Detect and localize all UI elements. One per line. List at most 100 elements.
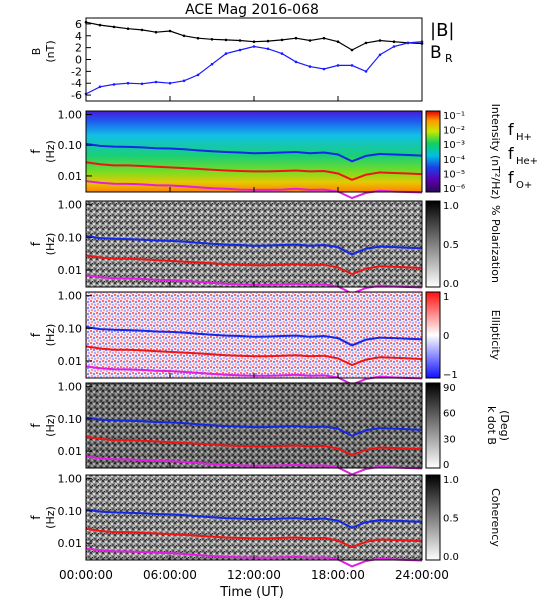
colorbar-tick-label: 10⁻³ [443,140,465,151]
data-point-b-radial [238,48,242,52]
data-point-b-radial [224,52,228,55]
data-point-b-total [224,38,228,42]
colorbar-tick-label: 10⁻⁶ [443,184,465,195]
data-point-b-total [252,40,256,43]
colorbar-tick-label: 10⁻⁴ [443,155,465,166]
y-tick-label: 6 [75,18,82,31]
colorbar-tick-label: 0.5 [443,240,459,251]
y-tick-label: 0.10 [58,413,83,426]
data-point-b-total [308,39,312,42]
x-axis-label: Time (UT) [219,585,284,600]
y-axis-label: f [29,332,43,337]
y-axis-label: f [29,423,43,428]
colorbar-tick-label: 10⁻⁵ [443,169,465,180]
colorbar-4 [425,291,441,379]
colorbar-tick-label: 1.0 [443,201,459,212]
y-tick-label: 0.01 [58,170,83,183]
colorbar-tick-label: 0.0 [443,552,459,563]
data-point-b-total [210,38,214,41]
colorbar-tick-label: 0 [443,331,449,342]
gyrofrequency-line-heplus [85,527,423,549]
colorbar-unit: (Deg) [498,410,511,441]
colorbar-5 [425,382,441,469]
y-tick-label: 0.01 [58,445,83,458]
legend-subscript: O+ [516,180,532,191]
data-point-b-total [238,39,242,42]
panel-2-heatmap-area [86,111,422,192]
data-point-b-total [266,39,270,43]
y-tick-label: 0 [75,54,82,67]
chart-title: ACE Mag 2016-068 [185,2,319,18]
y-axis-label: f [29,515,43,520]
y-axis-unit: (Hz) [44,233,57,256]
panel-6-heatmap-area [86,475,422,560]
panel-5-heatmap-area [86,383,422,468]
gyrofrequency-line-hplus [85,508,423,529]
colorbar-label: Ellipticity [489,310,502,361]
data-point-b-radial [364,70,368,73]
colorbar-3 [425,200,441,288]
y-tick-label: 2 [75,42,82,55]
x-tick-label: 06:00:00 [143,568,197,582]
data-point-b-total [140,28,144,32]
x-tick-label: 18:00:00 [311,568,365,582]
y-axis-unit: (Hz) [44,324,57,347]
data-point-b-total [336,40,340,43]
y-tick-label: 0.10 [58,322,83,335]
panel-1-plot-area [86,18,422,101]
y-tick-label: -6 [71,89,82,102]
colorbar-6 [425,474,441,561]
y-tick-label: 0.01 [58,355,83,368]
data-point-b-radial [154,80,158,84]
gyrofrequency-line-heplus [85,435,423,457]
data-point-b-total [196,36,200,40]
colorbar-label: Coherency [489,488,502,547]
data-point-b-total [350,48,354,52]
legend-hplus: f [508,120,514,139]
data-point-b-radial [350,64,354,67]
gyrofrequency-line-hplus [85,235,423,256]
data-point-b-radial [140,82,144,86]
data-point-b-total [154,30,158,34]
y-tick-label: 0.10 [58,231,83,244]
data-point-b-radial [182,79,186,83]
y-tick-label: 0.10 [58,505,83,518]
y-tick-label: 4 [75,30,82,43]
y-tick-label: 1.00 [58,199,83,212]
y-axis-label: f [29,241,43,246]
y-tick-label: -4 [71,77,82,90]
panel-4-heatmap-area [86,292,422,378]
data-point-b-radial [126,81,130,85]
colorbar-tick-label: 0.0 [443,279,459,290]
colorbar-tick-label: 90 [443,383,456,394]
data-point-b-total [98,23,102,27]
y-axis-unit: (Hz) [44,414,57,437]
data-point-b-radial [112,83,116,86]
data-point-b-total [378,39,382,42]
colorbar-tick-label: 0.5 [443,514,459,525]
data-point-b-radial [336,64,340,67]
data-point-b-total [126,27,130,31]
y-tick-label: 1.00 [58,290,83,303]
colorbar-tick-label: 30 [443,434,456,445]
y-axis-unit: (Hz) [44,506,57,529]
data-point-b-total [322,36,326,40]
y-tick-label: 1.00 [58,473,83,486]
y-tick-label: 0.01 [58,537,83,550]
y-tick-label: 1.00 [58,381,83,394]
data-point-b-total [280,38,284,42]
y-axis-label: f [29,149,43,154]
colorbar-tick-label: 60 [443,409,456,420]
y-axis-unit: (Hz) [44,140,57,163]
data-point-b-radial [280,52,284,55]
legend-b-total: |B| [430,20,454,41]
x-tick-label: 12:00:00 [227,568,281,582]
colorbar-2 [425,110,441,193]
data-point-b-radial [322,67,326,71]
gyrofrequency-line-hplus [85,326,423,347]
legend-b-radial: B [430,43,442,63]
gyrofrequency-line-heplus [85,345,423,367]
data-point-b-radial [168,81,172,85]
legend-heplus: f [508,144,514,163]
